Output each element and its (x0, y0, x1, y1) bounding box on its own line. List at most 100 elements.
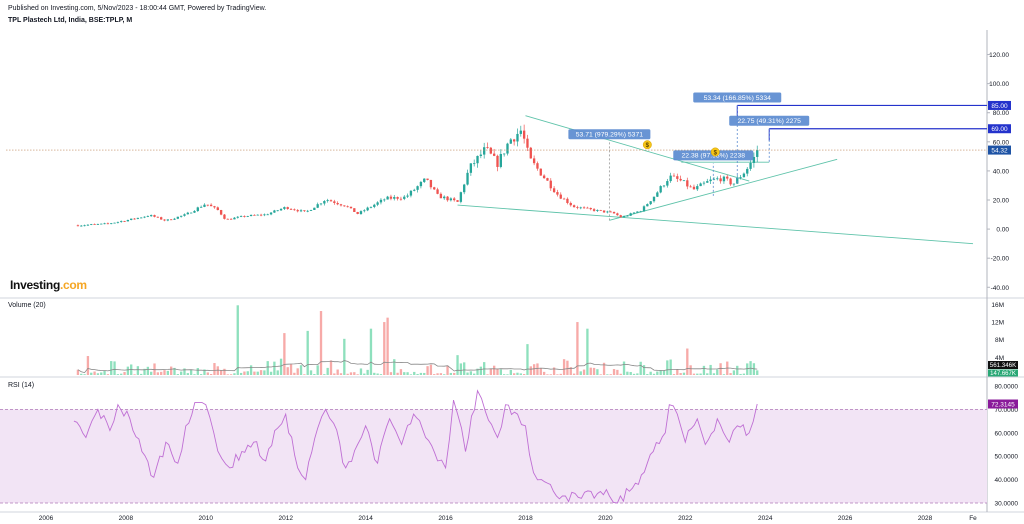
volume-bar (449, 372, 453, 375)
volume-bar (689, 365, 692, 375)
volume-bar (389, 372, 393, 375)
volume-ma-label: 147.667K (990, 371, 1016, 377)
measure-box (729, 115, 810, 126)
candle-body (682, 180, 686, 182)
volume-bar (566, 360, 569, 375)
volume-bar (249, 365, 253, 375)
measure-label: 53.71 (979.29%) 5371 (576, 132, 643, 139)
volume-bar (512, 373, 516, 375)
candle-body (263, 214, 266, 216)
candle-body (243, 216, 246, 217)
candle-body (160, 217, 163, 220)
candle-body (493, 153, 496, 156)
candle-body (296, 210, 299, 212)
candle-body (183, 214, 186, 216)
volume-bar (163, 370, 166, 375)
price-tick-label: 100.00 (989, 81, 1009, 88)
volume-bar (729, 373, 732, 375)
candle-body (629, 213, 632, 216)
candle-body (126, 219, 130, 222)
volume-bar (396, 372, 399, 375)
candle-body (130, 218, 133, 220)
volume-bar (343, 338, 346, 375)
dividend-icon (710, 147, 720, 157)
volume-bar (266, 361, 269, 375)
candle-body (83, 225, 86, 227)
volume-bar (349, 372, 353, 375)
candle-body (253, 214, 256, 216)
candle-body (313, 207, 316, 210)
candle-body (516, 133, 519, 142)
candle-body (476, 155, 479, 164)
candle-body (626, 215, 629, 217)
candle-body (449, 198, 453, 201)
candle-body (526, 138, 529, 148)
candle-body (376, 202, 379, 205)
last-price-tag (988, 145, 1011, 155)
volume-tick-label: 12M (991, 320, 1004, 327)
volume-bar (193, 374, 196, 375)
candle-body (269, 212, 273, 215)
candle-body (546, 178, 549, 181)
symbol-title: TPL Plastech Ltd, India, BSE:TPLP, M (8, 17, 133, 24)
candle-body (612, 211, 616, 214)
volume-bar (529, 366, 532, 375)
candle-body (443, 196, 446, 199)
volume-bar (562, 359, 566, 375)
volume-bar (356, 374, 359, 375)
volume-bar (399, 369, 403, 375)
candle-body (433, 187, 436, 190)
candle-body (746, 168, 749, 174)
volume-bar (702, 365, 706, 375)
volume-bar (719, 363, 722, 375)
candle-body (176, 216, 179, 219)
target-tag (988, 100, 1011, 110)
candle-body (273, 210, 276, 213)
investing-logo: Investing.com (10, 278, 87, 292)
volume-bar (559, 373, 562, 375)
publish-info: Published on Investing.com, 5/Nov/2023 -… (8, 5, 267, 12)
volume-bar (273, 361, 276, 375)
rsi-pane-title: RSI (14) (8, 382, 35, 389)
axes-layer: 120.00 100.00 80.00 60.00 40.00 20.00 0.00 -20.… (39, 52, 1019, 522)
candle-body (163, 219, 166, 221)
candle-body (316, 204, 319, 208)
candle-body (596, 209, 599, 211)
volume-bar (106, 374, 110, 375)
volume-bar (326, 367, 329, 375)
trendline (609, 158, 838, 221)
volume-bar (206, 372, 209, 375)
volume-bar (186, 373, 189, 375)
candle-body (103, 223, 106, 225)
measure-box (568, 129, 651, 140)
candle-body (429, 179, 433, 188)
volume-bar (413, 371, 416, 375)
rsi-pane (0, 389, 987, 504)
volume-bar (126, 366, 130, 375)
volume-bar (476, 368, 479, 375)
volume-bar (173, 367, 176, 375)
volume-bar (609, 374, 612, 375)
candle-body (189, 212, 193, 214)
volume-bar (716, 369, 719, 375)
volume-bar (632, 373, 636, 375)
volume-bar (659, 370, 662, 375)
volume-ma-line (77, 360, 758, 374)
candle-body (699, 183, 702, 187)
volume-bar (722, 374, 726, 375)
volume-bar (499, 369, 502, 375)
candle-body (552, 188, 556, 193)
candle-body (686, 180, 689, 187)
volume-bar (712, 373, 716, 375)
measure-label: 22.38 (97.98%) 2238 (682, 153, 746, 160)
volume-bar (116, 374, 120, 375)
candle-body (226, 218, 229, 220)
candle-body (659, 186, 662, 193)
volume-bar (493, 365, 496, 375)
price-tick-label: -40.00 (991, 285, 1010, 292)
volume-tick-label: 4M (995, 355, 1004, 362)
volume-bar (443, 374, 446, 375)
last-price-label: 54.32 (991, 147, 1008, 154)
volume-bar (646, 374, 649, 375)
